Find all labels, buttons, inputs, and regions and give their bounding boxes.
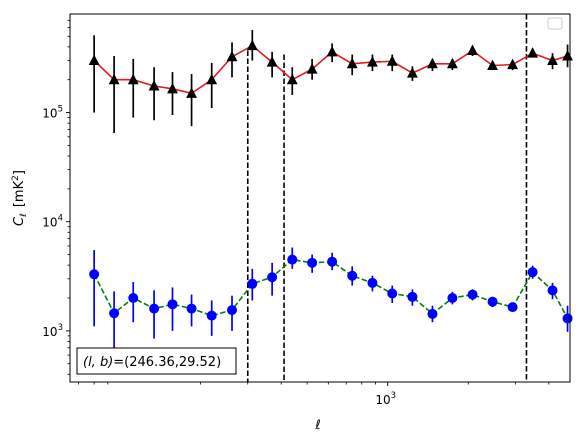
legend <box>547 17 563 30</box>
data-point-2-16 <box>387 288 398 299</box>
data-point-1-6 <box>186 87 197 98</box>
data-point-2-12 <box>307 257 318 268</box>
data-point-2-2 <box>109 308 120 319</box>
annotation-box <box>76 347 237 375</box>
data-point-2-13 <box>327 256 338 267</box>
data-point-1-5 <box>167 82 178 94</box>
data-point-2-7 <box>206 310 217 321</box>
data-point-1-1 <box>88 54 100 65</box>
data-point-2-17 <box>407 291 418 302</box>
data-point-1-17 <box>407 67 418 78</box>
data-point-2-6 <box>186 303 197 314</box>
data-point-2-9 <box>247 278 258 289</box>
data-point-2-5 <box>167 299 178 310</box>
coordinate-annotation: (l, b)=(246.36,29.52) <box>76 347 237 375</box>
data-point-2-1 <box>89 269 100 280</box>
y-axis-label-unit: [mK <box>12 180 27 207</box>
data-point-1-23 <box>527 47 539 58</box>
data-point-2-20 <box>467 289 478 300</box>
annotation-text: (l, b)=(246.36,29.52) <box>83 355 221 370</box>
data-point-2-25 <box>562 313 573 324</box>
data-point-1-10 <box>266 56 278 67</box>
y-axis-label-unit-close: ] <box>12 170 27 175</box>
data-point-1-20 <box>467 44 478 56</box>
data-point-1-11 <box>286 73 298 85</box>
data-point-2-23 <box>527 267 538 278</box>
annotation-coordinate-values: =(246.36,29.52) <box>113 355 221 370</box>
data-point-1-4 <box>148 80 160 91</box>
y-axis-label-symbol: C <box>12 216 27 226</box>
data-point-1-16 <box>386 55 398 66</box>
data-point-2-24 <box>547 285 558 296</box>
y-axis-label: Cℓ [mK2] <box>11 170 29 226</box>
data-point-2-19 <box>447 293 458 304</box>
data-point-1-7 <box>206 73 218 85</box>
annotation-coordinate-symbols: (l, b) <box>83 355 113 370</box>
data-point-2-10 <box>267 272 278 283</box>
data-point-1-24 <box>547 54 558 65</box>
y-axis-label-subscript: ℓ <box>19 213 29 218</box>
x-tick-label-1: 103 <box>375 391 396 407</box>
data-point-2-22 <box>507 302 518 313</box>
y-tick-label-2: 104 <box>42 214 63 230</box>
data-point-1-19 <box>446 57 458 69</box>
data-point-2-3 <box>128 293 139 304</box>
y-tick-label-1: 103 <box>42 323 63 339</box>
series-1 <box>88 30 573 133</box>
data-point-2-14 <box>347 270 358 281</box>
data-point-1-18 <box>427 57 438 69</box>
data-point-1-8 <box>226 50 238 62</box>
data-point-2-18 <box>427 308 438 319</box>
x-axis-label: ℓ <box>314 418 320 433</box>
data-point-1-15 <box>367 56 378 67</box>
data-point-2-11 <box>287 254 298 265</box>
data-point-2-4 <box>149 303 160 314</box>
data-point-1-12 <box>306 63 318 74</box>
y-tick-label-3: 105 <box>42 105 63 121</box>
vertical-markers <box>246 14 528 382</box>
data-point-1-22 <box>507 58 519 70</box>
data-point-2-8 <box>227 305 238 316</box>
data-point-1-14 <box>346 57 358 69</box>
legend-frame <box>547 17 563 30</box>
y-axis-label-unit-exponent: 2 <box>11 175 21 181</box>
data-point-1-21 <box>487 59 498 70</box>
data-point-2-15 <box>367 277 378 288</box>
data-point-1-3 <box>127 73 139 85</box>
plot-frame <box>69 13 571 383</box>
data-point-1-2 <box>108 73 120 85</box>
data-point-2-21 <box>487 296 498 307</box>
data-point-1-9 <box>246 39 258 51</box>
axis-ticks: 103 103 104 105 <box>42 19 550 407</box>
data-point-1-13 <box>326 45 338 57</box>
